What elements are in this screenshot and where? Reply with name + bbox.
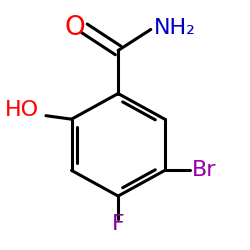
Text: F: F (112, 214, 124, 234)
Text: HO: HO (5, 100, 39, 120)
Text: NH₂: NH₂ (154, 18, 196, 38)
Text: O: O (65, 15, 86, 41)
Text: Br: Br (192, 160, 216, 180)
